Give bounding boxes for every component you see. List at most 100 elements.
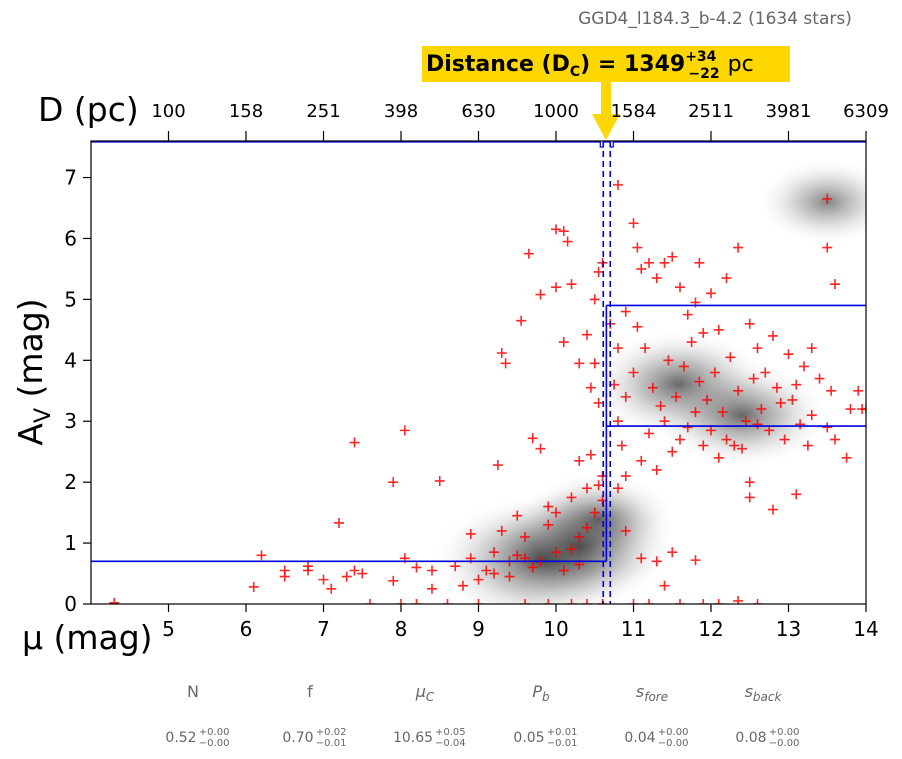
param-minus-error: −0.01 [316,738,347,749]
data-point [717,407,728,418]
x-axis-top: 100 158 251 398 630 1000 1584 2511 3981 6309 [151,101,889,141]
distance-unit: pc [728,52,754,77]
top-tick-label: 2511 [688,101,734,122]
y-axis-label: AV (mag) [11,298,56,445]
param-value: 0.70 [282,730,313,746]
param-symbol: f [307,682,313,701]
param-symbol: P [532,682,542,701]
data-point [458,580,468,591]
data-point [589,507,600,518]
data-point [489,568,499,579]
data-point [593,397,604,408]
data-point [644,428,654,439]
data-point [768,330,778,341]
data-point [543,519,554,530]
data-point [543,501,554,512]
data-point [597,599,608,604]
data-point [593,480,604,491]
param-minus-error: −0.01 [547,738,578,749]
data-point [632,242,643,253]
data-point [760,367,771,378]
data-point [520,599,530,604]
data-point [675,434,685,445]
data-point [566,544,577,555]
data-point [616,440,627,451]
distance-plus: +34 [685,49,716,65]
data-point [682,422,693,433]
x-tick-label: 14 [853,617,878,641]
param-minus-error: −0.00 [658,738,689,749]
data-point [620,525,631,536]
param-name: f [307,682,313,701]
data-point [411,599,422,604]
y-tick-label: 7 [64,166,77,190]
data-point [496,348,507,359]
data-point [496,525,507,536]
data-point [492,460,503,471]
data-point [365,599,375,604]
data-point [667,446,678,457]
data-point [830,279,840,290]
param-value: 0.08 [735,730,766,746]
param-value: 0.05 [513,730,544,746]
distance-banner-text: Distance (DC) = 1349+34 −22 pc [426,49,754,82]
param-value: 10.65 [393,730,433,746]
top-tick-label: 251 [306,101,340,122]
scatter-points [109,179,866,604]
data-point [698,327,709,338]
data-point [500,358,511,369]
x-axis-bottom: 5 6 7 8 9 10 11 12 13 14 [162,604,879,641]
y-tick-label: 6 [64,226,77,250]
data-point [853,385,864,396]
data-point [752,419,763,430]
data-point [523,248,534,259]
param-name: N [187,682,199,701]
data-point [628,218,639,229]
y-tick-label: 1 [64,531,77,555]
param-minus-error: −0.00 [769,738,800,749]
y-axis-left: 0 1 2 3 4 5 6 7 [64,166,91,616]
data-point [585,382,596,393]
data-point [841,452,852,463]
data-point [752,599,763,604]
distance-posterior [91,141,866,148]
data-point [740,416,751,427]
top-tick-label: 158 [229,101,263,122]
data-point [427,583,437,594]
data-point [655,401,666,412]
data-point [613,483,623,494]
data-point [303,565,313,576]
param-value: 0.04 [624,730,655,746]
data-point [822,422,833,433]
data-point [686,337,697,348]
top-tick-label: 6309 [843,101,889,122]
data-point [651,464,662,475]
data-point [822,193,833,204]
data-point [551,507,561,518]
data-point [388,575,399,586]
data-point [744,492,755,503]
y-axis-label-main: A [11,423,50,446]
density-blob [520,470,678,567]
density-blob [653,361,831,470]
top-tick-label: 3981 [766,101,812,122]
x-tick-label: 7 [317,617,330,641]
y-tick-label: 3 [64,409,77,433]
data-point [752,343,763,354]
data-point [775,397,786,408]
data-point [795,419,806,430]
data-point [318,574,329,585]
data-point [667,547,678,558]
data-point [516,315,527,326]
param-name: Pb [532,682,550,704]
data-point [698,440,709,451]
data-point [593,266,604,277]
data-point [543,599,554,604]
data-point [589,294,600,305]
data-point [582,522,592,533]
data-point [248,581,259,592]
data-point [671,391,682,402]
data-point [473,574,484,585]
top-tick-label: 398 [384,101,418,122]
data-point [744,477,755,488]
